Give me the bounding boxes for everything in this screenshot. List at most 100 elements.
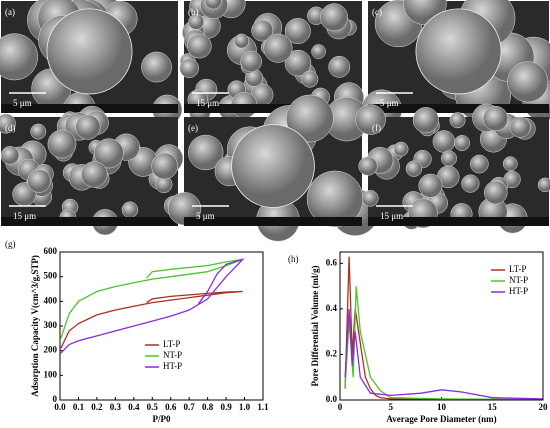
particle (502, 156, 518, 172)
particle (263, 33, 293, 63)
scale-label: 5 μm (13, 98, 32, 108)
y-tick-label: 0.2 (326, 349, 338, 359)
particle (240, 50, 262, 73)
particle (187, 33, 212, 59)
x-tick-label: 0.2 (91, 402, 103, 412)
particle (405, 160, 423, 177)
sem-image: (a) 5 μm (0, 0, 183, 125)
y-tick-label: 400 (44, 295, 58, 305)
series-line (60, 258, 243, 339)
legend-label: HT-P (163, 361, 182, 371)
legend-label: LT-P (509, 264, 526, 274)
x-tick-label: 15 (488, 402, 498, 412)
scale-strip (184, 217, 362, 226)
series-line (344, 256, 544, 401)
particle (320, 3, 348, 32)
particle (30, 123, 47, 140)
x-tick-label: 0.9 (220, 402, 232, 412)
particle (0, 146, 20, 165)
particle (204, 0, 222, 10)
x-tick-label: 0.5 (147, 402, 159, 412)
x-tick-label: 0.7 (184, 402, 196, 412)
particle (393, 141, 409, 157)
panel-label: (b) (188, 7, 199, 17)
particle (454, 135, 471, 151)
particle (284, 18, 311, 44)
particle (328, 55, 351, 78)
particle (507, 61, 549, 103)
particle (188, 134, 224, 171)
plot-frame (59, 251, 264, 401)
y-tick-label: 0.0 (326, 394, 338, 404)
scale-label: 15 μm (380, 211, 403, 221)
y-tick-label: 0 (53, 394, 58, 404)
panel-label: (f) (372, 123, 381, 133)
particle (179, 58, 199, 78)
particle (537, 177, 550, 193)
particle (412, 107, 439, 134)
particle (361, 190, 379, 207)
x-tick-label: 0.4 (128, 402, 140, 412)
sem-image: (d) 15 μm (0, 105, 185, 236)
x-tick-label: 0.1 (73, 402, 85, 412)
y-axis-label: Pore Differential Volume (ml/g) (310, 266, 320, 387)
sem-image: (e) 5 μm (167, 94, 379, 242)
x-tick-label: 5 (389, 402, 394, 412)
scale-label: 5 μm (196, 211, 215, 221)
panel-label: (h) (288, 254, 299, 264)
particle (286, 94, 334, 143)
scale-label: 5 μm (380, 98, 399, 108)
y-tick-label: 0.6 (326, 257, 338, 267)
particle (358, 156, 378, 176)
particle (440, 150, 457, 167)
sem-image: (b) 15 μm (179, 0, 364, 123)
scale-strip (368, 217, 549, 226)
y-tick-label: 0.4 (326, 303, 338, 313)
particle (93, 138, 124, 169)
particle (484, 180, 508, 205)
x-axis-label: P/P0 (153, 414, 171, 424)
particle (482, 106, 509, 132)
panel-label: (d) (5, 123, 16, 133)
legend-label: HT-P (509, 286, 528, 296)
x-axis-label: Average Pore Diameter (nm) (386, 414, 496, 424)
particle (251, 19, 274, 42)
x-tick-label: 0.3 (110, 402, 122, 412)
scale-label: 15 μm (13, 211, 36, 221)
y-tick-label: 300 (44, 320, 58, 330)
particle (47, 129, 77, 159)
particle (27, 169, 51, 193)
particle (509, 116, 531, 138)
series-line (344, 286, 544, 401)
series-line (60, 290, 243, 349)
x-tick-label: 0 (338, 402, 343, 412)
x-tick-label: 10 (437, 402, 447, 412)
particle (470, 154, 489, 174)
particle (415, 8, 502, 95)
x-tick-label: 0.8 (202, 402, 214, 412)
particle (46, 8, 133, 95)
legend-label: NT-P (163, 350, 182, 360)
y-tick-label: 100 (44, 369, 58, 379)
particle (432, 130, 456, 153)
y-axis-label: Adsorption Capacity V(cm^3/g,STP) (30, 255, 40, 397)
particle (141, 51, 172, 83)
particle (81, 161, 108, 188)
particle (461, 174, 480, 193)
particle (231, 124, 315, 208)
x-tick-label: 1.0 (239, 402, 251, 412)
panel-label: (a) (5, 7, 15, 17)
series-line (60, 258, 245, 354)
particle (284, 49, 312, 77)
sem-image: (f) 15 μm (355, 103, 550, 234)
x-tick-label: 20 (539, 402, 549, 412)
particle (151, 152, 178, 180)
sem-image: (c) 5 μm (361, 0, 550, 131)
particle (188, 13, 205, 30)
y-tick-label: 600 (44, 246, 58, 256)
x-tick-label: 1.1 (257, 402, 269, 412)
scale-label: 15 μm (196, 98, 219, 108)
particle (234, 33, 250, 49)
y-tick-label: 500 (44, 271, 58, 281)
